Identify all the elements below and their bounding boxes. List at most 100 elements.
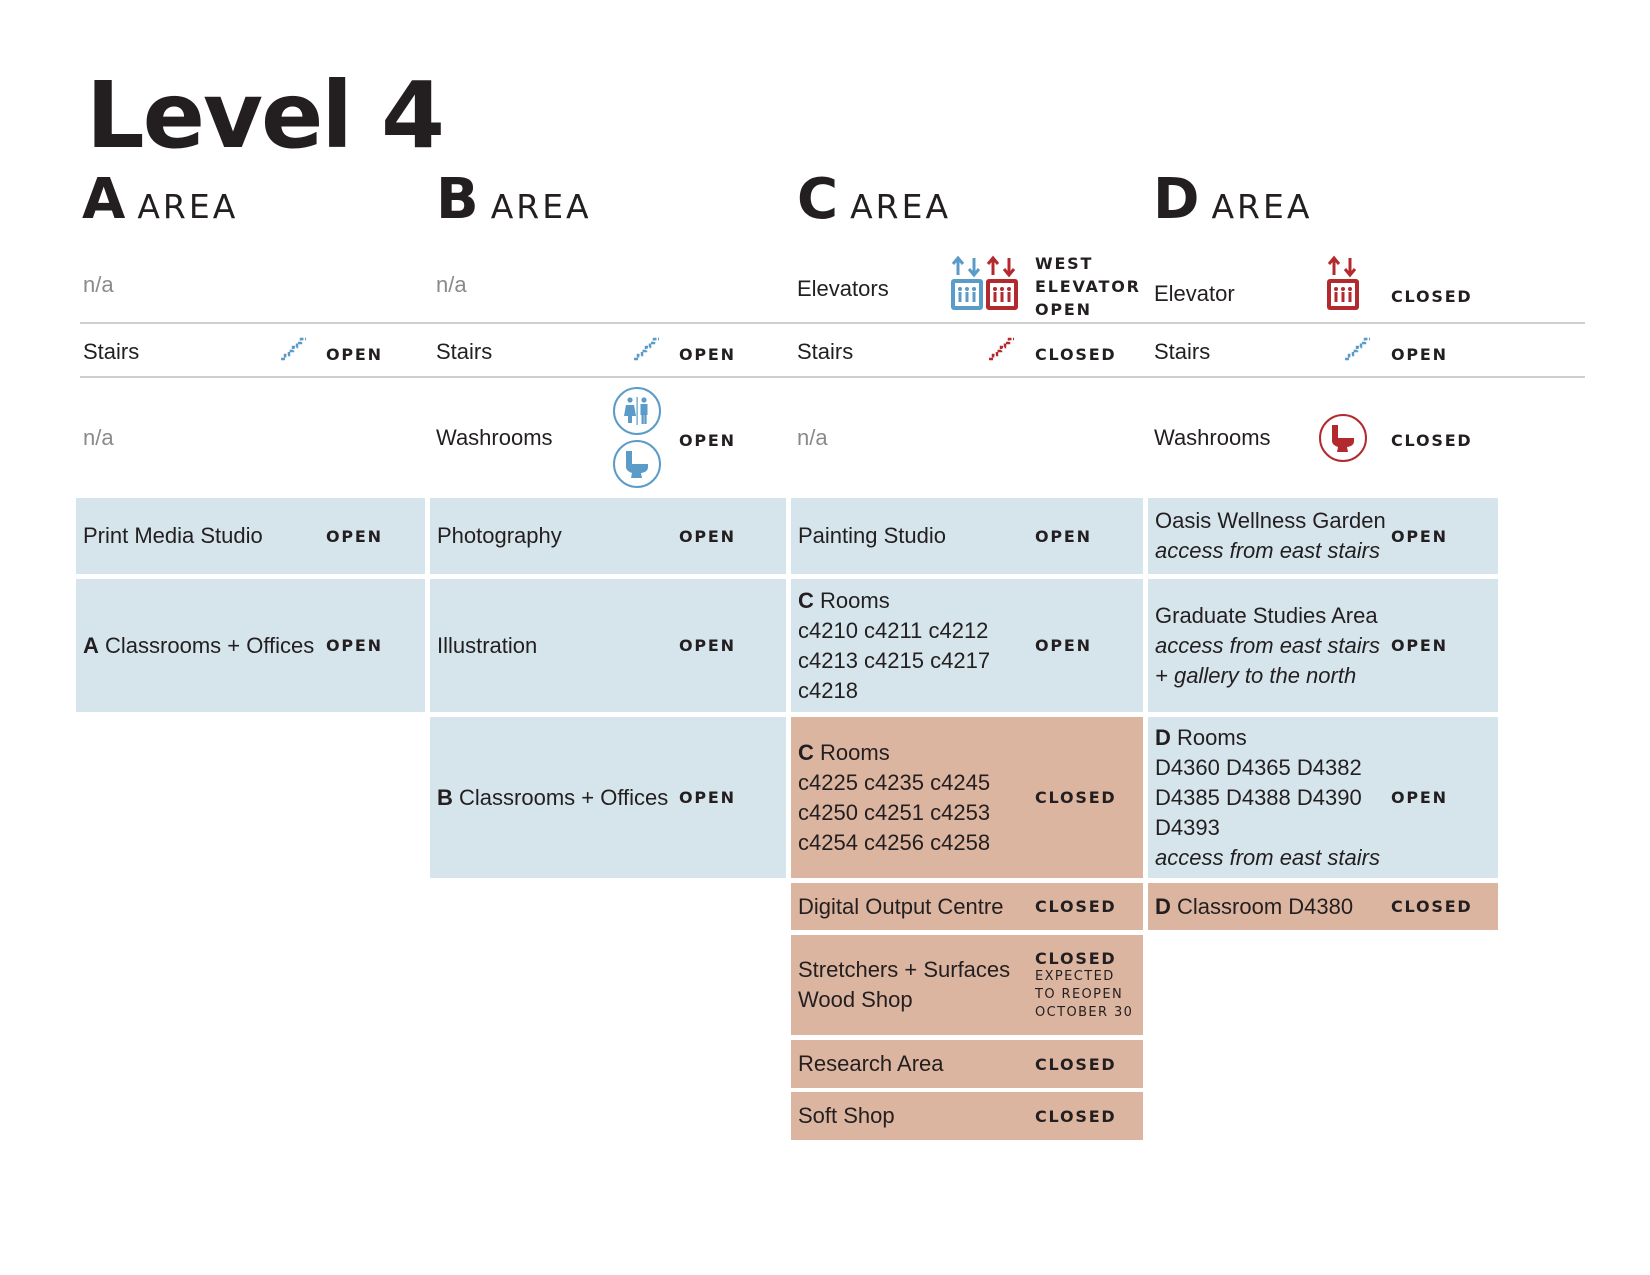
d-stairs-status: OPEN [1391, 345, 1448, 364]
area-word: AREA [137, 187, 239, 226]
status-badge: CLOSED [1035, 1106, 1117, 1126]
stairs-icon [989, 337, 1014, 361]
room-name: Wood Shop [798, 987, 913, 1012]
status-badge: OPEN [1035, 636, 1092, 655]
d-oasis-wellness-garden: Oasis Wellness Garden access from east s… [1148, 498, 1498, 574]
area-letter: A [82, 167, 126, 232]
toilet-icon [613, 440, 661, 488]
cell-name: A Classrooms + Offices [83, 579, 328, 712]
c-stretchers-surfaces: Stretchers + Surfaces Wood Shop CLOSED E… [791, 935, 1143, 1035]
b-washrooms-label: Washrooms [436, 425, 553, 450]
c-research-area: Research Area CLOSED [791, 1040, 1143, 1088]
c-stairs-label: Stairs [797, 339, 854, 364]
a-print-media-studio: Print Media Studio OPEN [76, 498, 425, 574]
status-line: ELEVATOR [1035, 277, 1141, 297]
cell-name: Painting Studio [798, 498, 1043, 574]
access-note: access from east stairs [1155, 538, 1380, 563]
cell-name: Illustration [437, 579, 682, 712]
status-badge: OPEN [326, 636, 383, 655]
status-badge: OPEN [1391, 526, 1448, 546]
room-list: c4218 [798, 677, 858, 703]
b-washrooms-status: OPEN [679, 431, 736, 450]
page-title: Level 4 [86, 62, 445, 169]
c-digital-output-centre: Digital Output Centre CLOSED [791, 883, 1143, 930]
room-list: c4213 c4215 c4217 [798, 647, 991, 673]
status-badge: OPEN [679, 526, 736, 546]
access-note: access from east stairs [1155, 632, 1380, 658]
d-classroom-d4380: D Classroom D4380 CLOSED [1148, 883, 1498, 930]
status-badge: CLOSED [1035, 897, 1117, 916]
c-painting-studio: Painting Studio OPEN [791, 498, 1143, 574]
area-c-heading: C AREA [797, 172, 951, 228]
access-note: + gallery to the north [1155, 662, 1357, 688]
row-divider [80, 376, 1585, 378]
area-prefix: C [798, 587, 814, 613]
room-name: Soft Shop [798, 1103, 895, 1128]
cell-name: C Rooms c4210 c4211 c4212 c4213 c4215 c4… [798, 579, 1043, 712]
room-name: Classrooms + Offices [105, 632, 315, 658]
reopen-note: TO REOPEN [1035, 986, 1124, 1002]
cell-name: C Rooms c4225 c4235 c4245 c4250 c4251 c4… [798, 717, 1043, 878]
status-badge: CLOSED [1391, 897, 1473, 916]
d-washrooms-status: CLOSED [1391, 431, 1473, 450]
room-name: Graduate Studies Area [1155, 602, 1378, 628]
a-stairs-label: Stairs [83, 339, 140, 364]
a-stairs-status: OPEN [326, 345, 383, 364]
d-elevator-status: CLOSED [1391, 287, 1473, 306]
room-list: c4225 c4235 c4245 [798, 769, 991, 795]
room-name: Classroom D4380 [1177, 893, 1354, 919]
status-badge: OPEN [1391, 788, 1448, 807]
area-word: AREA [850, 187, 952, 226]
stairs-icon [1345, 337, 1370, 361]
reopen-note: OCTOBER 30 [1035, 1004, 1134, 1020]
b-photography: Photography OPEN [430, 498, 786, 574]
room-list: c4254 c4256 c4258 [798, 829, 991, 855]
room-name: Oasis Wellness Garden [1155, 508, 1386, 533]
elevator-closed-icon [1327, 255, 1359, 310]
cell-name: Digital Output Centre [798, 883, 1043, 930]
area-prefix: D [1155, 893, 1171, 919]
reopen-note: EXPECTED [1035, 968, 1115, 984]
room-name: Rooms [1177, 724, 1247, 750]
b-stairs-status: OPEN [679, 345, 736, 364]
b-stairs-label: Stairs [436, 339, 493, 364]
b-illustration: Illustration OPEN [430, 579, 786, 712]
cell-name: Soft Shop [798, 1092, 1043, 1140]
elevator-closed-icon [986, 255, 1018, 310]
room-list: c4210 c4211 c4212 [798, 617, 989, 643]
c-stairs-status: CLOSED [1035, 345, 1117, 364]
room-name: Research Area [798, 1051, 944, 1076]
status-badge: CLOSED [1035, 1054, 1117, 1074]
cell-name: Photography [437, 498, 682, 574]
room-name: Painting Studio [798, 523, 946, 548]
area-d-heading: D AREA [1153, 172, 1312, 228]
cell-name: Graduate Studies Area access from east s… [1155, 579, 1400, 712]
cell-name: Print Media Studio [83, 498, 328, 574]
c-washrooms-na: n/a [797, 425, 828, 450]
toilet-icon [1319, 414, 1367, 462]
room-name: Rooms [820, 739, 890, 765]
room-name: Print Media Studio [83, 523, 263, 548]
elevator-open-icon [951, 255, 983, 310]
room-list: D4360 D4365 D4382 [1155, 754, 1362, 780]
area-letter: B [436, 167, 479, 232]
status-badge: OPEN [1035, 526, 1092, 546]
d-washrooms-label: Washrooms [1154, 425, 1271, 450]
c-rooms-open: C Rooms c4210 c4211 c4212 c4213 c4215 c4… [791, 579, 1143, 712]
room-name: Illustration [437, 632, 538, 658]
access-note: access from east stairs [1155, 844, 1380, 870]
b-elevator-na: n/a [436, 272, 467, 297]
cell-name: Stretchers + Surfaces Wood Shop [798, 935, 1043, 1035]
c-soft-shop: Soft Shop CLOSED [791, 1092, 1143, 1140]
c-rooms-closed: C Rooms c4225 c4235 c4245 c4250 c4251 c4… [791, 717, 1143, 878]
area-b-heading: B AREA [436, 172, 592, 228]
cell-name: B Classrooms + Offices [437, 717, 682, 878]
area-prefix: A [83, 632, 99, 658]
status-badge: OPEN [679, 788, 736, 807]
c-elevators-label: Elevators [797, 276, 889, 301]
area-letter: C [797, 167, 839, 232]
area-a-heading: A AREA [82, 172, 238, 228]
area-word: AREA [490, 187, 592, 226]
d-elevator-label: Elevator [1154, 281, 1235, 306]
room-name: Classrooms + Offices [459, 784, 669, 810]
